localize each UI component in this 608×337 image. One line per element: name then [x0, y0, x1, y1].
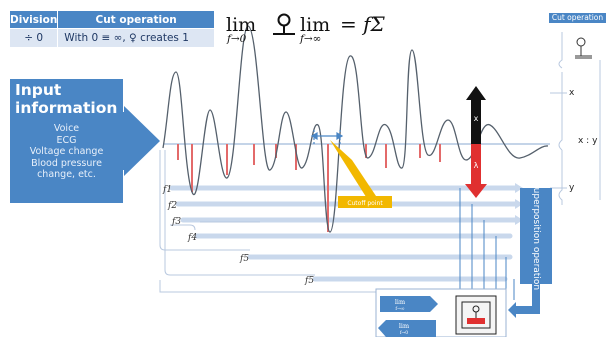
bottom-operation-box [375, 288, 507, 337]
formula-lim-right: lim [300, 14, 331, 36]
table-header-cut-operation: Cut operation [57, 10, 215, 29]
input-title-line2: information [15, 99, 118, 117]
formula-lim-left: lim [226, 14, 257, 36]
connector-lines [459, 188, 515, 300]
bottom-box-sub-1: f→∞ [395, 306, 404, 312]
superposition-arrow [508, 284, 540, 318]
table-cell-cut-operation: With 0 ≡ ∞, ♀ creates 1 [57, 28, 215, 48]
bottom-box-lim-1: lim [395, 298, 405, 306]
arrow-label-up: x [474, 114, 479, 123]
formula-sub-left: f→0 [227, 33, 247, 45]
table-cell-division: ÷ 0 [8, 28, 59, 48]
freq-label-f4: f4 [187, 233, 197, 243]
interval-marker [310, 130, 344, 144]
table-header-division: Division [8, 10, 59, 29]
formula-sub-right: f→∞ [300, 33, 322, 45]
freq-label-f5b: f5 [304, 276, 314, 286]
track-arrowheads [515, 183, 523, 225]
right-panel-y: y [569, 183, 575, 193]
freq-label-f3: f3 [171, 217, 181, 227]
input-information-box: Input information Voice ECG Voltage chan… [10, 79, 123, 203]
callout-text: Cutoff point [347, 200, 383, 207]
formula-rhs: = fΣ [340, 12, 385, 36]
arrow-label-down: λ [474, 161, 479, 170]
scale-arrow [465, 86, 487, 198]
right-panel-x: x [569, 88, 575, 98]
freq-label-f5a: f5 [239, 254, 249, 264]
cutoff-callout [330, 140, 392, 208]
right-panel-ratio: x : y [578, 136, 598, 146]
input-item-ecg: ECG [56, 134, 77, 146]
input-item-etc: change, etc. [37, 169, 96, 180]
superposition-operation-box: Superposition operation [520, 182, 552, 290]
superposition-label: Superposition operation [531, 181, 541, 291]
freq-label-f2: f2 [167, 201, 177, 211]
right-panel-glyph [575, 37, 592, 59]
frequency-tracks [169, 185, 518, 282]
bracket-lines [159, 150, 460, 293]
input-arrow [120, 106, 160, 176]
input-item-voice: Voice [53, 123, 80, 134]
bottom-box-lim-2: lim [399, 322, 409, 330]
division-cut-table: Division Cut operation ÷ 0 With 0 ≡ ∞, ♀… [8, 10, 215, 48]
input-item-blood-pressure: Blood pressure [31, 157, 102, 169]
bottom-box-sub-2: f→0 [400, 330, 408, 336]
freq-label-f1: f1 [162, 185, 172, 195]
ground-symbol-icon [273, 13, 295, 35]
right-panel-title: Cut operation [549, 13, 606, 23]
input-item-voltage: Voltage change [29, 146, 104, 157]
right-panel-brackets [550, 32, 601, 205]
input-title-line1: Input [15, 81, 62, 99]
waveform [162, 25, 549, 233]
